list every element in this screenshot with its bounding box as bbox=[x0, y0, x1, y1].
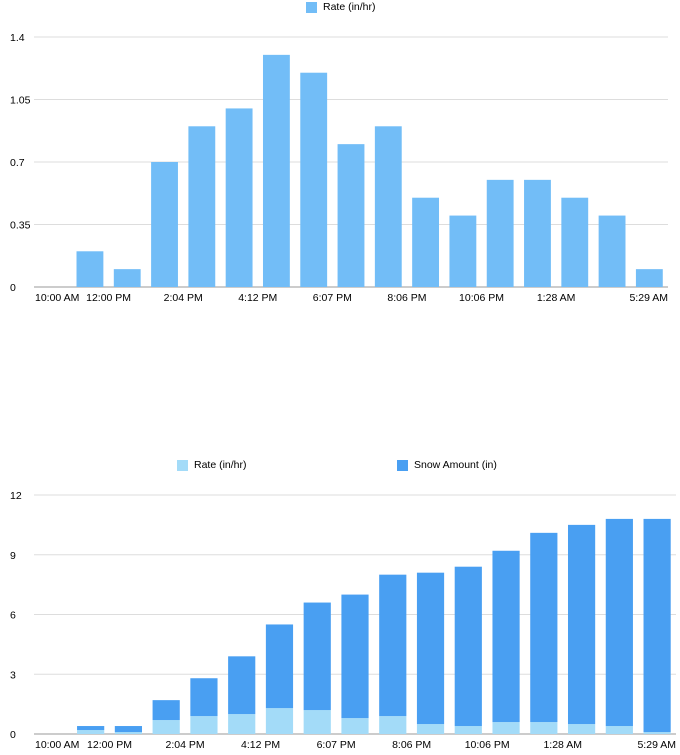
bar-rate bbox=[152, 720, 180, 734]
bar-rate bbox=[262, 54, 290, 287]
y-tick-label: 12 bbox=[10, 490, 22, 502]
bar-rate bbox=[412, 197, 440, 287]
x-tick-label: 2:04 PM bbox=[166, 739, 205, 750]
bar-snow-amount bbox=[152, 700, 180, 721]
bar-rate bbox=[524, 179, 551, 287]
x-tick-label: 5:29 AM bbox=[629, 292, 668, 304]
x-tick-label: 6:07 PM bbox=[317, 739, 356, 750]
x-tick-label: 12:00 PM bbox=[86, 292, 131, 304]
legend-item-rate: Rate (in/hr) bbox=[306, 1, 376, 13]
x-tick-label: 10:06 PM bbox=[465, 739, 510, 750]
bar-rate bbox=[449, 215, 477, 287]
x-tick-label: 6:07 PM bbox=[313, 292, 352, 304]
y-tick-label: 9 bbox=[10, 550, 16, 562]
bar-snow-amount bbox=[341, 594, 369, 719]
y-tick-label: 0 bbox=[10, 729, 16, 741]
x-tick-label: 8:06 PM bbox=[387, 292, 426, 304]
bar-rate bbox=[605, 726, 633, 734]
bar-rate bbox=[190, 716, 218, 734]
bar-rate bbox=[228, 714, 256, 734]
bar-rate bbox=[225, 108, 253, 287]
legend-swatch-rate bbox=[306, 1, 317, 13]
bar-rate bbox=[567, 724, 596, 734]
snow-chart: Rate (in/hr) Snow Amount (in) 0 3 6 9 12 10:0… bbox=[0, 450, 680, 751]
bar-rate bbox=[265, 708, 294, 734]
legend-swatch-snow-amount bbox=[397, 459, 408, 471]
legend-item-snow-amount: Snow Amount (in) bbox=[397, 459, 497, 471]
bar-snow-amount bbox=[643, 518, 671, 733]
x-tick-label: 5:29 AM bbox=[637, 739, 676, 750]
bar-rate bbox=[113, 269, 141, 287]
x-tick-label: 4:12 PM bbox=[241, 739, 280, 750]
bar-rate bbox=[454, 726, 482, 734]
bar-snow-amount bbox=[77, 726, 105, 731]
legend-label-rate: Rate (in/hr) bbox=[323, 1, 376, 13]
bar-rate bbox=[598, 215, 626, 287]
bar-rate bbox=[635, 269, 663, 287]
bar-snow-amount bbox=[379, 574, 407, 717]
bar-rate bbox=[486, 179, 514, 287]
y-tick-label: 1.4 bbox=[10, 32, 25, 44]
bar-snow-amount bbox=[492, 550, 520, 723]
bar-snow-amount bbox=[228, 656, 256, 715]
bar-rate bbox=[374, 126, 402, 288]
bar-rate bbox=[530, 722, 558, 734]
x-tick-label: 4:12 PM bbox=[238, 292, 277, 304]
bar-rate bbox=[76, 251, 104, 287]
bar-snow-amount bbox=[454, 566, 482, 727]
legend-swatch-rate bbox=[177, 459, 188, 471]
bar-rate bbox=[188, 126, 216, 288]
bar-rate bbox=[492, 722, 520, 734]
bar-snow-amount bbox=[605, 518, 633, 727]
x-tick-label: 10:00 AM bbox=[35, 739, 79, 750]
bar-snow-amount bbox=[530, 532, 558, 723]
x-tick-label: 2:04 PM bbox=[164, 292, 203, 304]
bar-rate bbox=[114, 732, 143, 734]
bar-snow-amount bbox=[303, 602, 331, 711]
x-tick-label: 8:06 PM bbox=[392, 739, 431, 750]
bar-rate bbox=[561, 197, 589, 287]
y-tick-label: 3 bbox=[10, 669, 16, 681]
bar-snow-amount bbox=[114, 726, 143, 733]
legend-label-snow-amount: Snow Amount (in) bbox=[414, 459, 497, 471]
bar-rate bbox=[303, 710, 331, 734]
bar-rate bbox=[77, 730, 105, 734]
rate-chart-plot: 0 0.35 0.7 1.05 1.4 10:00 AM 12:00 PM 2:04 PM 4:… bbox=[10, 32, 668, 304]
bar-rate bbox=[416, 724, 445, 734]
y-tick-label: 1.05 bbox=[10, 95, 31, 107]
bar-rate bbox=[379, 716, 407, 734]
x-tick-label: 12:00 PM bbox=[87, 739, 132, 750]
snow-chart-plot: 0 3 6 9 12 10:00 AM 12:00 PM 2:04 PM 4:12 PM 6:07… bbox=[10, 490, 676, 751]
legend-label-rate: Rate (in/hr) bbox=[194, 459, 247, 471]
x-tick-label: 1:28 AM bbox=[537, 292, 576, 304]
bar-rate bbox=[151, 162, 178, 287]
x-tick-label: 10:00 AM bbox=[35, 292, 79, 304]
bar-rate bbox=[300, 72, 328, 287]
x-tick-label: 10:06 PM bbox=[459, 292, 504, 304]
bar-snow-amount bbox=[567, 524, 596, 725]
y-tick-label: 0 bbox=[10, 282, 16, 294]
bar-snow-amount bbox=[190, 678, 218, 717]
bar-rate bbox=[337, 144, 365, 287]
bar-snow-amount bbox=[265, 624, 294, 709]
bar-rate bbox=[643, 732, 671, 734]
x-tick-label: 1:28 AM bbox=[543, 739, 582, 750]
rate-chart: Rate (in/hr) 0 0.35 0.7 1.05 1.4 10:00 AM 12:0… bbox=[0, 0, 680, 320]
y-tick-label: 6 bbox=[10, 610, 16, 622]
bar-snow-amount bbox=[416, 572, 445, 725]
y-tick-label: 0.7 bbox=[10, 157, 25, 169]
bar-rate bbox=[341, 718, 369, 734]
y-tick-label: 0.35 bbox=[10, 220, 31, 232]
legend-item-rate: Rate (in/hr) bbox=[177, 459, 247, 471]
